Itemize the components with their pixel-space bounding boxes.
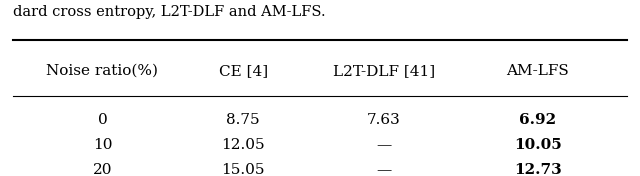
Text: 7.63: 7.63 — [367, 113, 401, 127]
Text: 8.75: 8.75 — [227, 113, 260, 127]
Text: 0: 0 — [97, 113, 108, 127]
Text: —: — — [376, 163, 392, 176]
Text: 6.92: 6.92 — [519, 113, 556, 127]
Text: 10.05: 10.05 — [514, 138, 561, 152]
Text: 12.05: 12.05 — [221, 138, 265, 152]
Text: 20: 20 — [93, 163, 112, 176]
Text: 10: 10 — [93, 138, 112, 152]
Text: 15.05: 15.05 — [221, 163, 265, 176]
Text: L2T-DLF [41]: L2T-DLF [41] — [333, 64, 435, 78]
Text: —: — — [376, 138, 392, 152]
Text: AM-LFS: AM-LFS — [506, 64, 569, 78]
Text: Noise ratio(%): Noise ratio(%) — [47, 64, 159, 78]
Text: 12.73: 12.73 — [514, 163, 561, 176]
Text: dard cross entropy, L2T-DLF and AM-LFS.: dard cross entropy, L2T-DLF and AM-LFS. — [13, 5, 325, 19]
Text: CE [4]: CE [4] — [219, 64, 268, 78]
